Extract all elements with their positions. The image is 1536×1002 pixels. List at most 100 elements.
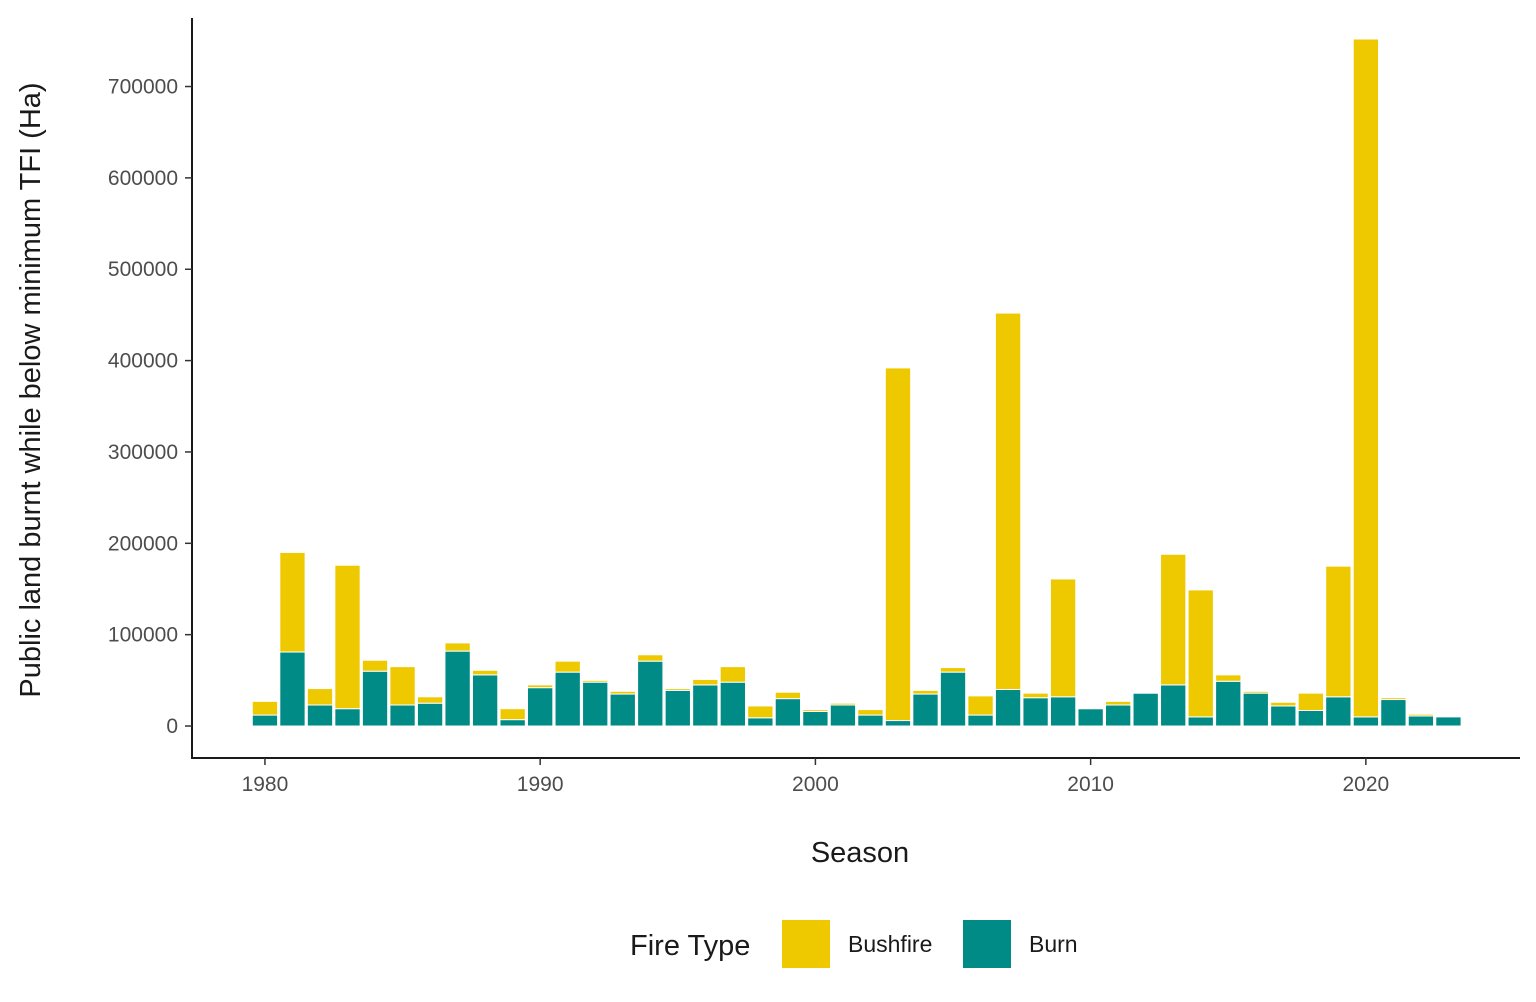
bar-burn-2009: [1049, 696, 1077, 727]
bar-bushfire-2022: [1407, 713, 1435, 717]
bar-burn-2006: [967, 714, 994, 727]
bar-burn-1996: [692, 684, 719, 727]
x-tick-label: 2020: [1343, 773, 1390, 796]
y-axis-title: Public land burnt while below minimum TF…: [15, 82, 47, 697]
bar-burn-1985: [389, 704, 416, 727]
bar-bushfire-2003: [884, 367, 912, 722]
x-tick-label: 1990: [517, 773, 564, 796]
legend-label-bushfire: Bushfire: [848, 931, 932, 957]
bar-bushfire-2009: [1049, 578, 1077, 698]
bar-bushfire-2000: [802, 709, 829, 712]
bar-bushfire-1982: [306, 688, 334, 706]
x-tick-label: 2010: [1067, 773, 1114, 796]
bar-bushfire-1993: [609, 690, 636, 695]
bar-burn-2015: [1215, 680, 1242, 727]
bar-bushfire-1994: [637, 654, 664, 662]
bar-burn-2016: [1242, 692, 1269, 727]
bar-bushfire-2004: [912, 689, 939, 695]
bar-burn-2017: [1270, 705, 1297, 727]
bar-burn-1997: [719, 681, 746, 727]
bar-bushfire-1991: [554, 660, 581, 673]
bar-burn-2014: [1187, 716, 1214, 727]
y-tick-label: 600000: [108, 167, 178, 190]
bar-burn-1986: [416, 702, 444, 727]
legend-title: Fire Type: [630, 930, 750, 962]
bar-bushfire-2001: [829, 702, 857, 706]
y-ticks: 0 100000 200000 300000 400000 500000 600000 700…: [108, 76, 192, 738]
bar-bushfire-1990: [527, 684, 554, 689]
bar-bushfire-1985: [389, 666, 416, 706]
y-tick-label: 500000: [108, 258, 178, 281]
bar-burn-1998: [747, 717, 774, 727]
bar-burn-1987: [444, 650, 471, 727]
x-axis-title: Season: [811, 837, 909, 869]
x-ticks: 1980 1990 2000 2010 2020: [242, 758, 1390, 796]
bar-bushfire-2017: [1270, 701, 1297, 707]
bar-bushfire-2019: [1325, 565, 1352, 698]
bar-burn-2011: [1104, 704, 1132, 727]
bar-bushfire-1983: [334, 564, 361, 710]
x-tick-label: 1980: [242, 773, 289, 796]
bar-burn-1983: [334, 708, 361, 727]
bar-burn-2012: [1132, 692, 1159, 727]
bar-burn-2013: [1160, 684, 1187, 727]
bars-group: [251, 38, 1462, 727]
y-tick-label: 700000: [108, 76, 178, 99]
bar-bushfire-2014: [1187, 589, 1214, 718]
bar-burn-2008: [1022, 697, 1049, 727]
bar-bushfire-1999: [774, 691, 802, 700]
y-tick-label: 100000: [108, 624, 178, 647]
bar-bushfire-1984: [361, 659, 389, 672]
bar-bushfire-2005: [939, 667, 967, 673]
bar-burn-1992: [582, 681, 609, 727]
x-tick-label: 2000: [792, 773, 839, 796]
bar-bushfire-1996: [692, 678, 719, 686]
bar-burn-2019: [1325, 696, 1352, 727]
bar-bushfire-1998: [747, 705, 774, 719]
bar-burn-2000: [802, 710, 829, 727]
bar-bushfire-2002: [857, 709, 884, 716]
bar-bushfire-1986: [416, 696, 444, 704]
bar-burn-2021: [1380, 699, 1407, 727]
bar-burn-2010: [1077, 708, 1104, 727]
y-tick-label: 200000: [108, 532, 178, 555]
bar-bushfire-2013: [1160, 553, 1187, 686]
bar-bushfire-2020: [1352, 38, 1380, 718]
bar-bushfire-1980: [251, 700, 279, 716]
bar-burn-1990: [527, 687, 554, 727]
bar-bushfire-2018: [1297, 692, 1324, 711]
bar-burn-2018: [1297, 709, 1324, 727]
bar-bushfire-1992: [582, 679, 609, 683]
bar-burn-1981: [279, 651, 306, 727]
bar-burn-1991: [554, 671, 581, 727]
bar-burn-1984: [361, 670, 389, 727]
bar-burn-2022: [1407, 715, 1435, 727]
bar-bushfire-2016: [1242, 690, 1269, 694]
bar-bushfire-2007: [994, 312, 1022, 690]
legend: Fire Type Bushfire Burn: [630, 920, 1078, 968]
bar-bushfire-1989: [499, 708, 526, 721]
bar-burn-1988: [471, 674, 499, 727]
bar-bushfire-2012: [1132, 691, 1159, 694]
legend-label-burn: Burn: [1029, 931, 1078, 957]
bar-burn-1995: [664, 689, 691, 727]
bar-bushfire-1981: [279, 551, 306, 653]
bar-burn-1982: [306, 704, 334, 727]
bar-burn-1994: [637, 660, 664, 727]
bar-burn-1993: [609, 693, 636, 727]
bar-bushfire-2015: [1215, 674, 1242, 682]
bar-burn-2005: [939, 671, 967, 727]
bar-burn-1989: [499, 719, 526, 727]
legend-swatch-burn: [963, 920, 1011, 968]
bar-burn-2007: [994, 688, 1022, 727]
legend-swatch-bushfire: [782, 920, 830, 968]
bar-bushfire-2010: [1077, 707, 1104, 710]
bar-bushfire-2006: [967, 695, 994, 716]
bar-burn-1999: [774, 698, 802, 727]
bar-bushfire-1988: [471, 669, 499, 676]
bar-bushfire-2021: [1380, 697, 1407, 701]
bar-bushfire-1987: [444, 642, 471, 652]
bar-burn-2023: [1435, 716, 1462, 727]
y-tick-label: 400000: [108, 350, 178, 373]
